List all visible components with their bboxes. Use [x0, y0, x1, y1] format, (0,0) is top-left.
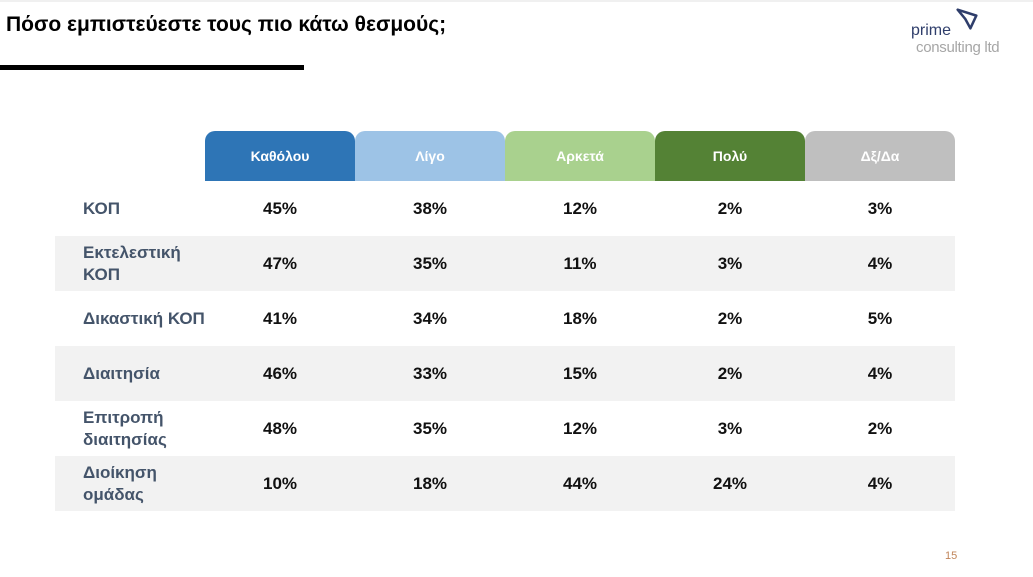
row-label: Δικαστική ΚΟΠ — [83, 308, 205, 328]
row-label: ΚΟΠ — [83, 198, 120, 218]
column-header: Καθόλου — [205, 131, 355, 181]
table-row: Δικαστική ΚΟΠ 41% 34% 18% 2% 5% — [55, 291, 955, 346]
cell-value: 18% — [355, 456, 505, 511]
cell-value: 5% — [867, 308, 893, 328]
cell-value: 35% — [412, 418, 448, 438]
cell-value: 11% — [505, 236, 655, 291]
cell-value: 46% — [205, 346, 355, 401]
cell-value: 2% — [867, 418, 893, 438]
column-header: Λίγο — [355, 131, 505, 181]
cell-value: 48% — [262, 418, 298, 438]
table-row: Διοίκηση ομάδας 10% 18% 44% 24% 4% — [55, 456, 955, 511]
column-header: Αρκετά — [505, 131, 655, 181]
cell-value: 4% — [805, 346, 955, 401]
cell-value: 2% — [655, 346, 805, 401]
cell-value: 4% — [805, 456, 955, 511]
cell-value: 3% — [655, 236, 805, 291]
cell-value: 41% — [262, 308, 298, 328]
logo-text-consulting: consulting ltd — [916, 39, 1000, 56]
cell-value: 3% — [867, 198, 893, 218]
cell-value: 24% — [655, 456, 805, 511]
cell-value: 45% — [262, 198, 298, 218]
top-border — [0, 0, 1033, 2]
company-logo: prime consulting ltd — [905, 8, 1030, 60]
trust-table: Καθόλου Λίγο Αρκετά Πολύ Δξ/Δα ΚΟΠ 45% 38% 12% 2… — [55, 131, 955, 511]
table-row: Διαιτησία 46% 33% 15% 2% 4% — [55, 346, 955, 401]
column-header: Δξ/Δα — [805, 131, 955, 181]
cell-value: 4% — [805, 236, 955, 291]
star-logo-icon — [956, 8, 978, 30]
cell-value: 12% — [562, 418, 598, 438]
cell-value: 33% — [355, 346, 505, 401]
cell-value: 47% — [205, 236, 355, 291]
row-label: Επιτροπή διαιτησίας — [83, 407, 167, 449]
table-row: Εκτελεστική ΚΟΠ 47% 35% 11% 3% 4% — [55, 236, 955, 291]
row-label: Διοίκηση ομάδας — [55, 456, 205, 511]
cell-value: 2% — [717, 308, 743, 328]
column-header: Πολύ — [655, 131, 805, 181]
row-label: Εκτελεστική ΚΟΠ — [55, 236, 205, 291]
cell-value: 18% — [562, 308, 598, 328]
table-row: ΚΟΠ 45% 38% 12% 2% 3% — [55, 181, 955, 236]
cell-value: 44% — [505, 456, 655, 511]
cell-value: 34% — [412, 308, 448, 328]
cell-value: 2% — [717, 198, 743, 218]
table-row: Επιτροπή διαιτησίας 48% 35% 12% 3% 2% — [55, 401, 955, 456]
cell-value: 10% — [205, 456, 355, 511]
header-blank — [55, 131, 205, 181]
slide-title: Πόσο εμπιστεύεστε τους πιο κάτω θεσμούς; — [6, 13, 447, 36]
page-number: 15 — [945, 550, 958, 562]
cell-value: 15% — [505, 346, 655, 401]
cell-value: 12% — [562, 198, 598, 218]
cell-value: 38% — [412, 198, 448, 218]
row-label: Διαιτησία — [55, 346, 205, 401]
title-underline — [0, 65, 304, 70]
logo-text-prime: prime — [911, 22, 952, 39]
cell-value: 3% — [717, 418, 743, 438]
cell-value: 35% — [355, 236, 505, 291]
